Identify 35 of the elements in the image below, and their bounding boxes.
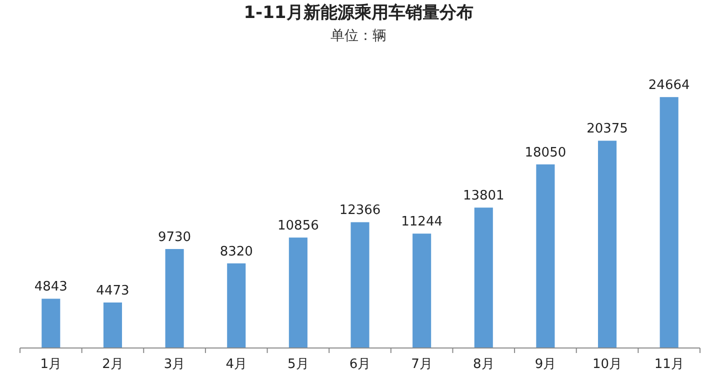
x-tick-label: 7月 xyxy=(411,357,432,372)
bar xyxy=(536,164,555,348)
data-label: 20375 xyxy=(586,122,628,137)
bar xyxy=(412,234,432,348)
x-tick-label: 4月 xyxy=(226,357,248,372)
bar xyxy=(227,263,246,348)
x-tick-label: 5月 xyxy=(288,357,309,372)
x-tick-label: 9月 xyxy=(534,357,556,372)
data-label: 8320 xyxy=(220,244,253,260)
bar xyxy=(474,208,493,348)
data-label: 4473 xyxy=(96,283,130,298)
data-label: 9730 xyxy=(158,230,192,246)
data-label: 18050 xyxy=(524,145,566,160)
data-label: 12366 xyxy=(339,203,381,218)
data-label: 13801 xyxy=(462,188,504,204)
x-tick-label: 1月 xyxy=(40,357,62,372)
bar xyxy=(103,302,122,348)
x-tick-label: 3月 xyxy=(164,357,186,372)
x-tick-label: 2月 xyxy=(102,357,124,372)
chart-title: 1-11月新能源乘用车销量分布 xyxy=(244,3,474,23)
data-label: 4843 xyxy=(34,280,68,295)
x-tick-label: 8月 xyxy=(472,357,494,372)
bar xyxy=(288,238,308,348)
bar xyxy=(350,222,370,348)
data-label: 10856 xyxy=(278,218,319,234)
data-label: 11244 xyxy=(401,214,442,230)
bar xyxy=(660,97,678,348)
bar xyxy=(598,140,617,348)
x-tick-label: 10月 xyxy=(592,357,622,372)
bar xyxy=(165,249,184,348)
x-tick-label: 6月 xyxy=(349,357,371,372)
chart-subtitle: 单位：辆 xyxy=(330,28,386,44)
x-tick-label: 11月 xyxy=(654,357,684,372)
data-label: 24664 xyxy=(648,78,690,94)
bar xyxy=(42,298,60,348)
